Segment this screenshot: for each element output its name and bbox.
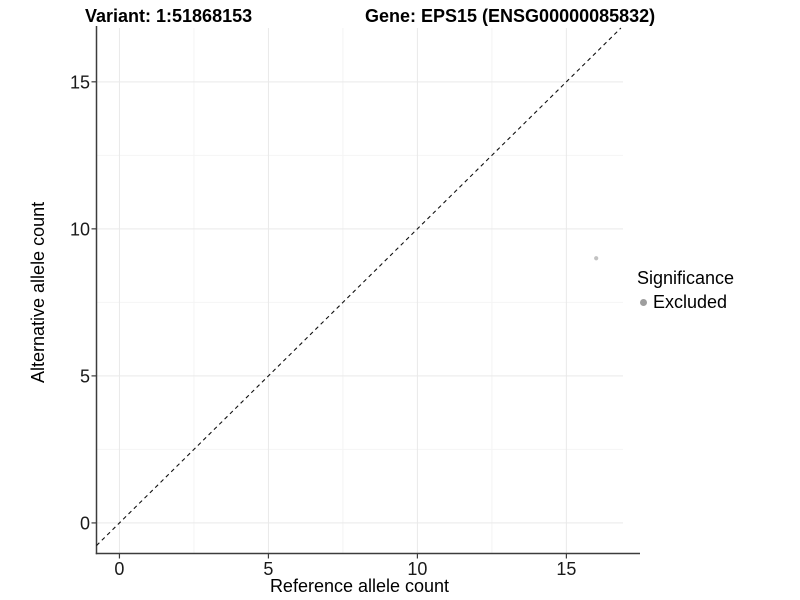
- legend-item-label: Excluded: [653, 292, 728, 312]
- y-tick-label: 0: [80, 513, 90, 533]
- y-tick-label: 5: [80, 366, 90, 386]
- x-tick-label: 5: [263, 559, 273, 579]
- legend-title: Significance: [637, 268, 735, 288]
- y-tick-label: 15: [70, 72, 90, 92]
- legend-item-excluded: Excluded: [637, 292, 734, 313]
- gene-title: Gene: EPS15 (ENSG00000085832): [365, 6, 656, 26]
- x-tick-label: 0: [114, 559, 124, 579]
- identity-dashed-line: [96, 27, 622, 546]
- x-tick-label: 15: [556, 559, 576, 579]
- legend-key-dot-icon: [640, 299, 647, 306]
- y-tick-label: 10: [70, 219, 90, 239]
- data-point: [594, 256, 599, 261]
- legend: Significance Excluded: [637, 268, 734, 313]
- y-axis-title: Alternative allele count: [28, 201, 48, 383]
- x-axis-title: Reference allele count: [269, 576, 450, 596]
- variant-title: Variant: 1:51868153: [85, 6, 253, 26]
- x-tick-label: 10: [407, 559, 427, 579]
